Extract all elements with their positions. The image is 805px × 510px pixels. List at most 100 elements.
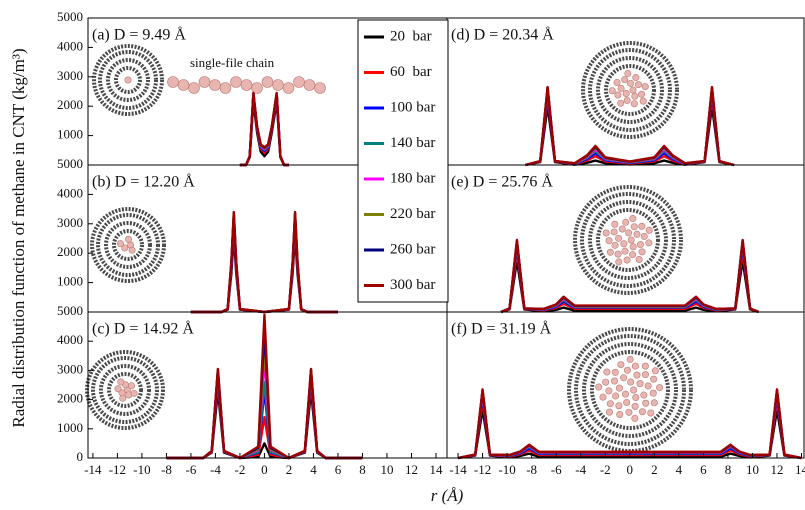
methane-molecule — [114, 385, 122, 393]
series-line — [190, 210, 338, 314]
series-line — [190, 225, 338, 314]
y-tick-label: 1000 — [57, 420, 83, 435]
x-tick-label: -12 — [474, 462, 491, 477]
x-tick-label: -14 — [84, 462, 102, 477]
methane-molecule — [634, 81, 642, 89]
y-tick-label: 3000 — [57, 361, 83, 376]
x-tick-label: -10 — [133, 462, 150, 477]
x-tick-label: 14 — [795, 462, 805, 477]
x-tick-label: 10 — [746, 462, 759, 477]
methane-molecule — [614, 250, 622, 258]
series-line — [457, 395, 802, 460]
chain-molecule — [261, 76, 274, 88]
chain-molecule — [293, 76, 305, 88]
x-tick-label: 10 — [380, 462, 393, 477]
methane-molecule — [622, 218, 630, 226]
legend-label: 60 bar — [390, 64, 432, 80]
chain-molecule — [230, 76, 242, 88]
methane-molecule — [615, 234, 623, 242]
panel-title: (e) D = 25.76 Å — [451, 173, 553, 191]
methane-molecule — [623, 398, 631, 406]
legend-label: 260 bar — [390, 241, 435, 257]
series-line — [239, 91, 289, 167]
nanotube-wall — [107, 372, 143, 408]
nanotube-wall — [90, 207, 166, 283]
series-line — [239, 92, 289, 167]
y-tick-label: 4000 — [57, 332, 83, 347]
nanotube-wall — [582, 342, 678, 438]
x-tick-label: 4 — [310, 462, 317, 477]
methane-molecule — [627, 236, 635, 244]
x-tick-label: 12 — [771, 462, 784, 477]
methane-molecule — [119, 394, 127, 402]
panel-title: (d) D = 20.34 Å — [451, 26, 554, 44]
series-line — [500, 238, 760, 314]
x-tick-label: -10 — [498, 462, 515, 477]
methane-molecule — [599, 393, 607, 401]
methane-molecule — [602, 378, 610, 386]
nanotube-wall — [567, 327, 693, 453]
nanotube-wall — [580, 192, 676, 288]
x-axis-title: r (Å) — [431, 486, 464, 505]
nanotube-wall — [91, 356, 159, 424]
methane-molecule — [638, 248, 646, 256]
methane-molecule — [656, 384, 664, 392]
methane-molecule — [631, 92, 639, 100]
panel-title: (a) D = 9.49 Å — [92, 26, 186, 44]
nanotube-wall — [588, 200, 668, 280]
methane-molecule — [617, 99, 625, 107]
methane-molecule — [638, 90, 646, 98]
methane-molecule — [621, 76, 629, 84]
chain-molecule — [272, 79, 284, 91]
series-line — [190, 218, 338, 314]
methane-molecule — [611, 368, 619, 376]
methane-molecule — [650, 375, 658, 383]
methane-molecule — [621, 390, 629, 398]
methane-molecule — [625, 229, 633, 237]
y-tick-label: 4000 — [57, 38, 83, 53]
methane-molecule — [615, 258, 623, 266]
nanotube-wall — [98, 50, 158, 110]
methane-molecule — [651, 367, 659, 375]
nanotube-wall — [96, 213, 160, 277]
methane-molecule — [640, 232, 648, 240]
methane-molecule — [631, 414, 639, 422]
methane-molecule — [641, 362, 649, 370]
methane-molecule — [611, 377, 619, 385]
annotation: single-file chain — [190, 55, 275, 70]
legend-box — [357, 19, 449, 303]
nanotube-wall — [573, 185, 683, 295]
chain-molecule — [251, 82, 263, 94]
methane-molecule — [608, 87, 616, 95]
methane-molecule — [627, 378, 635, 386]
nanotube-wall — [92, 44, 164, 116]
panel-title: (f) D = 31.19 Å — [451, 320, 552, 338]
methane-molecule — [630, 223, 638, 231]
x-tick-label: 0 — [627, 462, 634, 477]
methane-molecule — [124, 76, 132, 84]
chain-molecule — [240, 79, 253, 91]
nanotube-wall — [588, 48, 672, 132]
series-line — [190, 212, 338, 314]
methane-molecule — [629, 215, 637, 223]
nanotube-wall — [604, 64, 656, 116]
x-tick-label: 2 — [286, 462, 293, 477]
y-tick-label: 5000 — [57, 303, 83, 318]
series-line — [500, 239, 760, 314]
nanotube-wall — [112, 229, 144, 261]
legend-label: 220 bar — [390, 206, 435, 222]
x-tick-label: -6 — [551, 462, 562, 477]
x-tick-label: -4 — [575, 462, 586, 477]
series-line — [190, 221, 338, 314]
methane-molecule — [645, 239, 653, 247]
methane-molecule — [606, 248, 614, 256]
methane-molecule — [650, 399, 658, 407]
legend-label: 140 bar — [390, 135, 435, 151]
series-line — [457, 389, 802, 460]
methane-molecule — [611, 241, 619, 249]
methane-molecule — [117, 240, 125, 248]
chain-molecule — [303, 79, 316, 91]
methane-molecule — [631, 402, 639, 410]
methane-molecule — [633, 371, 641, 379]
